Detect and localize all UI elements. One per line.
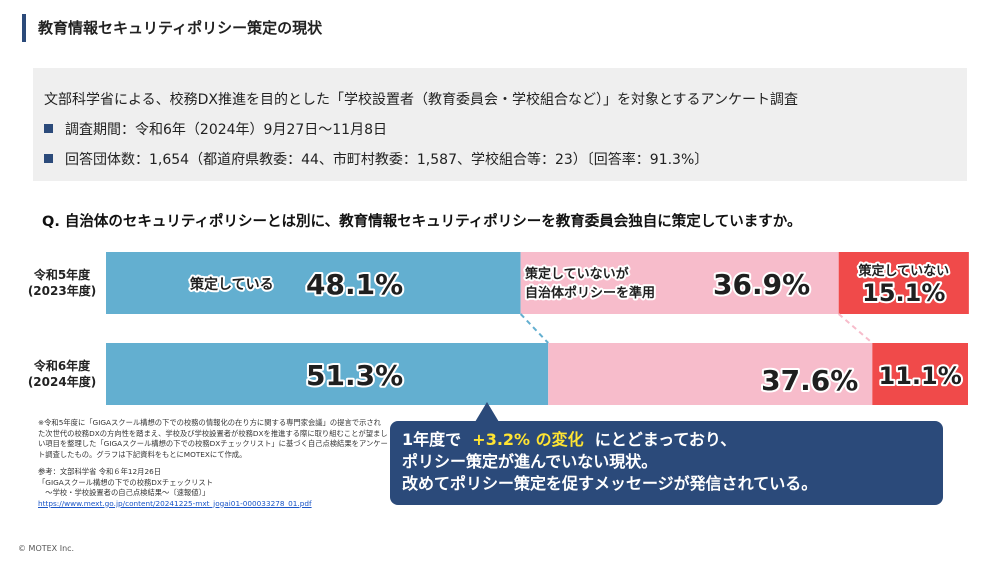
callout-line3: 改めてポリシー策定を促すメッセージが発信されている。: [402, 474, 818, 493]
bar-segment-2-2: [548, 343, 873, 405]
survey-question: Q. 自治体のセキュリティポリシーとは別に、教育情報セキュリティポリシーを教育委…: [42, 214, 802, 230]
row-label-2023: 令和5年度 (2023年度): [27, 268, 97, 298]
callout-highlight: +3.2% の変化: [472, 430, 584, 449]
copyright: © MOTEX Inc.: [18, 544, 75, 553]
bar-segment-2-1: [106, 343, 549, 405]
bar-segment-2-3: [872, 343, 968, 405]
page-title: 教育情報セキュリティポリシー策定の現状: [38, 19, 323, 37]
value-label-2-1: 51.3%: [306, 359, 403, 392]
reference-text: 参考：文部科学省 令和６年12月26日 「GIGAスクール構想の下での校務DXチ…: [38, 467, 214, 497]
bar-segment-1-1: [106, 252, 521, 314]
survey-respondents: 回答団体数：1,654（都道府県教委：44、市町村教委：1,587、学校組合等：…: [44, 149, 708, 169]
value-label-2-2: 37.6%: [761, 364, 858, 397]
value-label-1-3: 15.1%: [862, 279, 945, 307]
value-label-1-1: 48.1%: [306, 268, 403, 301]
footnote-text: ※令和5年度に「GIGAスクール構想の下での校務の情報化の在り方に関する専門家会…: [38, 418, 388, 459]
footnote: ※令和5年度に「GIGAスクール構想の下での校務の情報化の在り方に関する専門家会…: [38, 418, 388, 509]
bar-segment-1-3: [838, 252, 969, 314]
survey-period: 調査期間：令和6年（2024年）9月27日～11月8日: [44, 119, 387, 139]
survey-period-text: 調査期間：令和6年（2024年）9月27日～11月8日: [65, 122, 387, 138]
bar-segment-1-2: [520, 252, 839, 314]
connector-line-2: [838, 313, 873, 344]
value-label-1-2: 36.9%: [713, 268, 810, 301]
series-name-1: 策定している: [189, 276, 274, 293]
callout-line1-post: にとどまっており、: [594, 430, 737, 449]
callout-line1-pre: 1年度で: [402, 430, 462, 449]
survey-description: 文部科学省による、校務DX推進を目的とした「学校設置者（教育委員会・学校組合など…: [44, 92, 798, 108]
callout-box: 1年度で +3.2% の変化 にとどまっており、 ポリシー策定が進んでいない現状…: [390, 421, 943, 505]
reference-link[interactable]: https://www.mext.go.jp/content/20241225-…: [38, 498, 312, 508]
series-name-2-line1: 策定していないが: [525, 266, 629, 282]
title-accent-bar: [22, 14, 26, 42]
callout-pointer: [475, 402, 499, 422]
survey-respondents-text: 回答団体数：1,654（都道府県教委：44、市町村教委：1,587、学校組合等：…: [65, 152, 709, 168]
row-label-2024: 令和6年度 (2024年度): [27, 359, 97, 389]
series-name-2-line2: 自治体ポリシーを準用: [525, 285, 655, 301]
series-name-3: 策定していない: [858, 263, 949, 279]
survey-info-box: [33, 68, 967, 181]
value-label-2-3: 11.1%: [879, 362, 962, 390]
square-bullet-icon: [44, 154, 53, 163]
connector-line-1: [519, 313, 549, 344]
callout-line1: 1年度で +3.2% の変化 にとどまっており、: [402, 429, 931, 451]
square-bullet-icon: [44, 124, 53, 133]
callout-line2: ポリシー策定が進んでいない現状。: [402, 452, 658, 471]
